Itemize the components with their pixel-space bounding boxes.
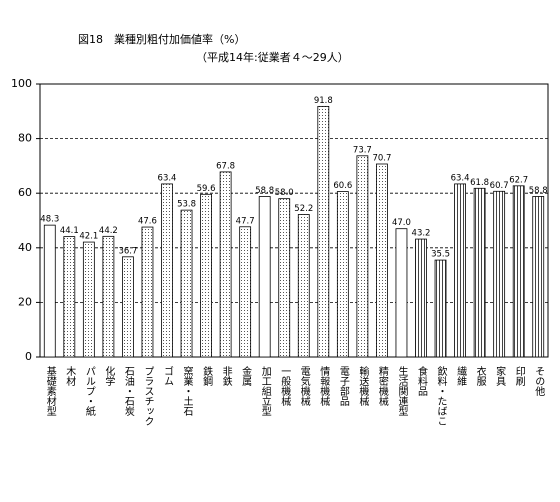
y-tick-label: 40 [18,241,32,254]
chart-subtitle: （平成14年:従業者４～29人） [196,50,349,64]
x-tick-label: その他 [533,366,545,397]
x-tick-label: 窯業・土石 [181,365,193,416]
x-tick-label: 基礎素材型 [44,365,56,416]
bar [493,190,506,358]
bar [180,209,193,358]
bar [376,163,388,358]
bar [122,256,134,358]
data-label: 36.7 [118,246,137,256]
y-tick-label: 0 [25,350,32,363]
data-label: 67.8 [216,161,235,171]
x-tick-label: 加工組立型 [259,366,271,416]
x-tick-label: 石油・石炭 [122,366,134,417]
bar [102,235,115,358]
bar [415,238,427,358]
data-label: 53.8 [177,200,196,210]
data-label: 44.2 [99,226,118,236]
x-tick-label: 鉄鋼 [201,365,213,387]
y-tick-label: 60 [18,186,32,199]
y-tick-label: 100 [11,77,32,90]
bar [82,241,95,358]
bar [200,193,212,358]
data-label: 47.0 [392,218,411,228]
bar [278,198,291,358]
data-label: 61.8 [470,178,489,188]
x-tick-label: パルプ・紙 [83,366,95,417]
bar [336,191,349,358]
y-tick-label: 80 [18,132,32,145]
bar [356,155,369,358]
x-tick-label: 輸送機械 [357,365,369,407]
x-tick-label: 家具 [494,365,506,387]
x-tick-label: 情報機械 [318,365,330,407]
data-label: 58.8 [255,186,274,196]
data-label: 91.8 [314,96,333,106]
bar [434,259,447,358]
x-tick-label: 一般機械 [279,366,291,407]
data-label: 63.4 [451,173,470,183]
bar [161,183,173,358]
data-label: 58.8 [529,186,548,196]
bar [258,196,271,358]
bar [43,224,56,358]
data-label: 60.7 [490,181,509,191]
bar [317,105,330,358]
x-tick-label: 電気機械 [298,366,310,407]
x-tick-label: 食料品 [416,365,428,397]
data-label: 35.5 [431,250,450,260]
data-label: 44.1 [60,226,79,236]
bar [395,228,408,358]
bar [297,214,310,358]
data-label: 42.1 [79,232,98,242]
x-tick-label: 非鉄 [220,366,232,387]
data-label: 47.7 [236,216,255,226]
plot-frame [39,83,549,358]
data-label: 52.2 [294,204,313,214]
x-tick-label: 電子部品 [337,366,349,407]
x-tick-label: ゴム [162,365,174,386]
bar [473,187,486,358]
x-tick-label: 精密機械 [376,365,388,407]
data-label: 73.7 [353,145,372,155]
x-tick-label: 衣服 [474,365,486,387]
x-tick-label: 繊維 [455,365,467,386]
y-tick-label: 20 [18,295,32,308]
data-label: 63.4 [158,173,177,183]
x-tick-label: 金属 [240,365,252,387]
x-tick-label: 化学 [103,365,115,386]
x-tick-label: 木材 [64,366,76,386]
bar [532,196,545,358]
data-label: 47.6 [138,217,157,227]
data-label: 48.3 [40,215,59,225]
bar [141,226,154,358]
chart-title: 図18 業種別粗付加価値率（%） [78,32,245,46]
bar [454,183,466,358]
data-label: 70.7 [372,153,391,163]
x-tick-label: 生活関連型 [396,365,408,416]
x-tick-label: 印刷 [513,366,525,386]
data-label: 62.7 [509,175,528,185]
x-tick-label: 飲料・たばこ [435,365,447,426]
data-label: 59.6 [197,184,216,194]
bar [63,236,76,358]
bar [219,171,232,358]
bar [239,226,252,358]
data-label: 60.6 [333,181,352,191]
x-tick-label: プラスチック [142,366,153,426]
data-label: 43.2 [412,229,431,239]
bar [512,185,525,358]
data-label: 58.0 [275,188,294,198]
